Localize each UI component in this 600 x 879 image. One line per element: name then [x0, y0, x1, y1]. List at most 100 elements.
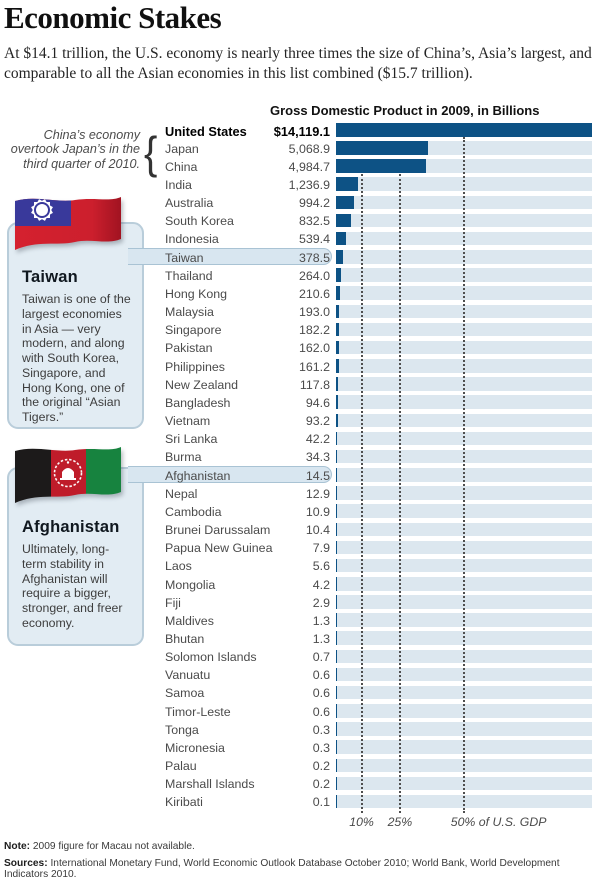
country-label: Timor-Leste	[165, 704, 231, 719]
gdp-value: 161.2	[298, 359, 330, 374]
gdp-value: 0.6	[312, 704, 330, 719]
chart-row-samoa: Samoa 0.6	[0, 685, 600, 703]
gdp-value: 93.2	[305, 414, 330, 429]
axis-tick-label: 25%	[387, 815, 413, 829]
gdp-value: 1,236.9	[288, 177, 330, 192]
gdp-bar	[336, 685, 338, 700]
gdp-value: 12.9	[305, 486, 330, 501]
footnote: Note: 2009 figure for Macau not availabl…	[4, 841, 195, 852]
country-label: Laos	[165, 559, 192, 574]
gdp-value: 0.7	[312, 650, 330, 665]
axis-tick-label: 50% of U.S. GDP	[450, 815, 547, 829]
gdp-bar	[336, 704, 338, 718]
chart-row-malaysia: Malaysia 193.0	[0, 304, 600, 322]
gdp-value: 94.6	[305, 395, 330, 410]
gdp-bar	[336, 395, 338, 409]
chart-row-papua-new-guinea: Papua New Guinea 7.9	[0, 540, 600, 558]
gdp-value: 0.2	[312, 777, 330, 792]
chart-row-vanuatu: Vanuatu 0.6	[0, 667, 600, 685]
gdp-value: 378.5	[298, 250, 330, 265]
gdp-bar	[336, 522, 338, 537]
gdp-value: 162.0	[298, 341, 330, 356]
gdp-value: 0.2	[312, 759, 330, 774]
gdp-value: 4,984.7	[288, 159, 330, 174]
country-label: Singapore	[165, 323, 222, 338]
callout-connector	[128, 248, 148, 265]
country-label: Samoa	[165, 686, 205, 701]
country-label: Mongolia	[165, 577, 216, 592]
country-label: India	[165, 177, 192, 192]
chart-row-china: China 4,984.7	[0, 158, 600, 176]
afghanistan-callout-title: Afghanistan	[22, 518, 120, 536]
gdp-value: $14,119.1	[273, 123, 330, 139]
country-label: China	[165, 159, 198, 174]
intro-text: At $14.1 trillion, the U.S. economy is n…	[4, 45, 592, 83]
chart-row-micronesia: Micronesia 0.3	[0, 739, 600, 757]
chart-row-india: India 1,236.9	[0, 176, 600, 194]
gdp-value: 182.2	[298, 323, 330, 338]
gdp-value: 994.2	[298, 196, 330, 211]
afghanistan-callout-body: Ultimately, long-term stability in Afgha…	[22, 542, 123, 630]
note-text: 2009 figure for Macau not available.	[32, 841, 195, 852]
gdp-bar	[336, 141, 428, 155]
page-title: Economic Stakes	[4, 0, 222, 35]
country-label: Maldives	[165, 613, 214, 628]
afghanistan-flag-icon	[15, 447, 121, 503]
country-label: Palau	[165, 759, 197, 774]
gdp-value: 0.3	[312, 722, 330, 737]
country-label: Burma	[165, 450, 202, 465]
gdp-value: 264.0	[298, 268, 330, 283]
chart-row-bhutan: Bhutan 1.3	[0, 630, 600, 648]
chart-row-timor-leste: Timor-Leste 0.6	[0, 703, 600, 721]
gdp-value: 193.0	[298, 305, 330, 320]
chart-row-solomon-islands: Solomon Islands 0.7	[0, 649, 600, 667]
gdp-value: 10.4	[305, 523, 330, 538]
gdp-bar	[336, 159, 427, 173]
taiwan-callout-title: Taiwan	[22, 268, 78, 286]
gdp-bar	[336, 377, 339, 391]
gdp-value: 117.8	[299, 377, 330, 392]
gdp-value: 1.3	[312, 631, 330, 646]
country-label: Sri Lanka	[165, 432, 218, 447]
gdp-bar	[336, 631, 338, 645]
chart-row-mongolia: Mongolia 4.2	[0, 576, 600, 594]
gdp-bar	[336, 231, 346, 246]
gdp-bar	[336, 740, 338, 754]
chart-row-pakistan: Pakistan 162.0	[0, 340, 600, 358]
gdp-value: 10.9	[305, 504, 330, 519]
gdp-bar	[336, 359, 339, 373]
gdp-bar	[336, 649, 338, 664]
chart-row-maldives: Maldives 1.3	[0, 612, 600, 630]
gdp-bar	[336, 213, 352, 228]
country-label: Bangladesh	[165, 395, 231, 410]
country-label: Tonga	[165, 722, 199, 737]
chart-row-philippines: Philippines 161.2	[0, 358, 600, 376]
country-label: Solomon Islands	[165, 650, 257, 665]
chart-row-marshall-islands: Marshall Islands 0.2	[0, 776, 600, 794]
gdp-bar	[336, 758, 338, 773]
brace-icon: {	[144, 128, 158, 179]
gdp-bar	[336, 504, 338, 518]
chart-row-united-states: United States $14,119.1	[0, 122, 600, 140]
chart-row-laos: Laos 5.6	[0, 558, 600, 576]
gdp-value: 4.2	[312, 577, 330, 592]
chart-title: Gross Domestic Product in 2009, in Billi…	[270, 103, 540, 118]
china-japan-annotation: China’s economy overtook Japan’s in the …	[10, 128, 140, 171]
gdp-value: 34.3	[305, 450, 330, 465]
chart-row-singapore: Singapore 182.2	[0, 322, 600, 340]
gdp-value: 2.9	[312, 595, 330, 610]
highlight-pill	[146, 466, 332, 483]
sources-text: International Monetary Fund, World Econo…	[4, 858, 560, 879]
chart-row-hong-kong: Hong Kong 210.6	[0, 285, 600, 303]
gdp-value: 210.6	[298, 286, 330, 301]
country-label: Cambodia	[165, 504, 222, 519]
gridline-10pct	[360, 174, 363, 813]
gdp-bar	[336, 486, 338, 500]
country-label: Hong Kong	[165, 286, 228, 301]
chart-rows: United States $14,119.1 Japan 5,068.9 China 4…	[0, 122, 600, 837]
country-label: Philippines	[165, 359, 225, 374]
highlight-pill	[146, 248, 332, 265]
gdp-value: 5,068.9	[288, 141, 330, 156]
country-label: Marshall Islands	[165, 777, 255, 792]
gdp-bar	[336, 304, 340, 319]
